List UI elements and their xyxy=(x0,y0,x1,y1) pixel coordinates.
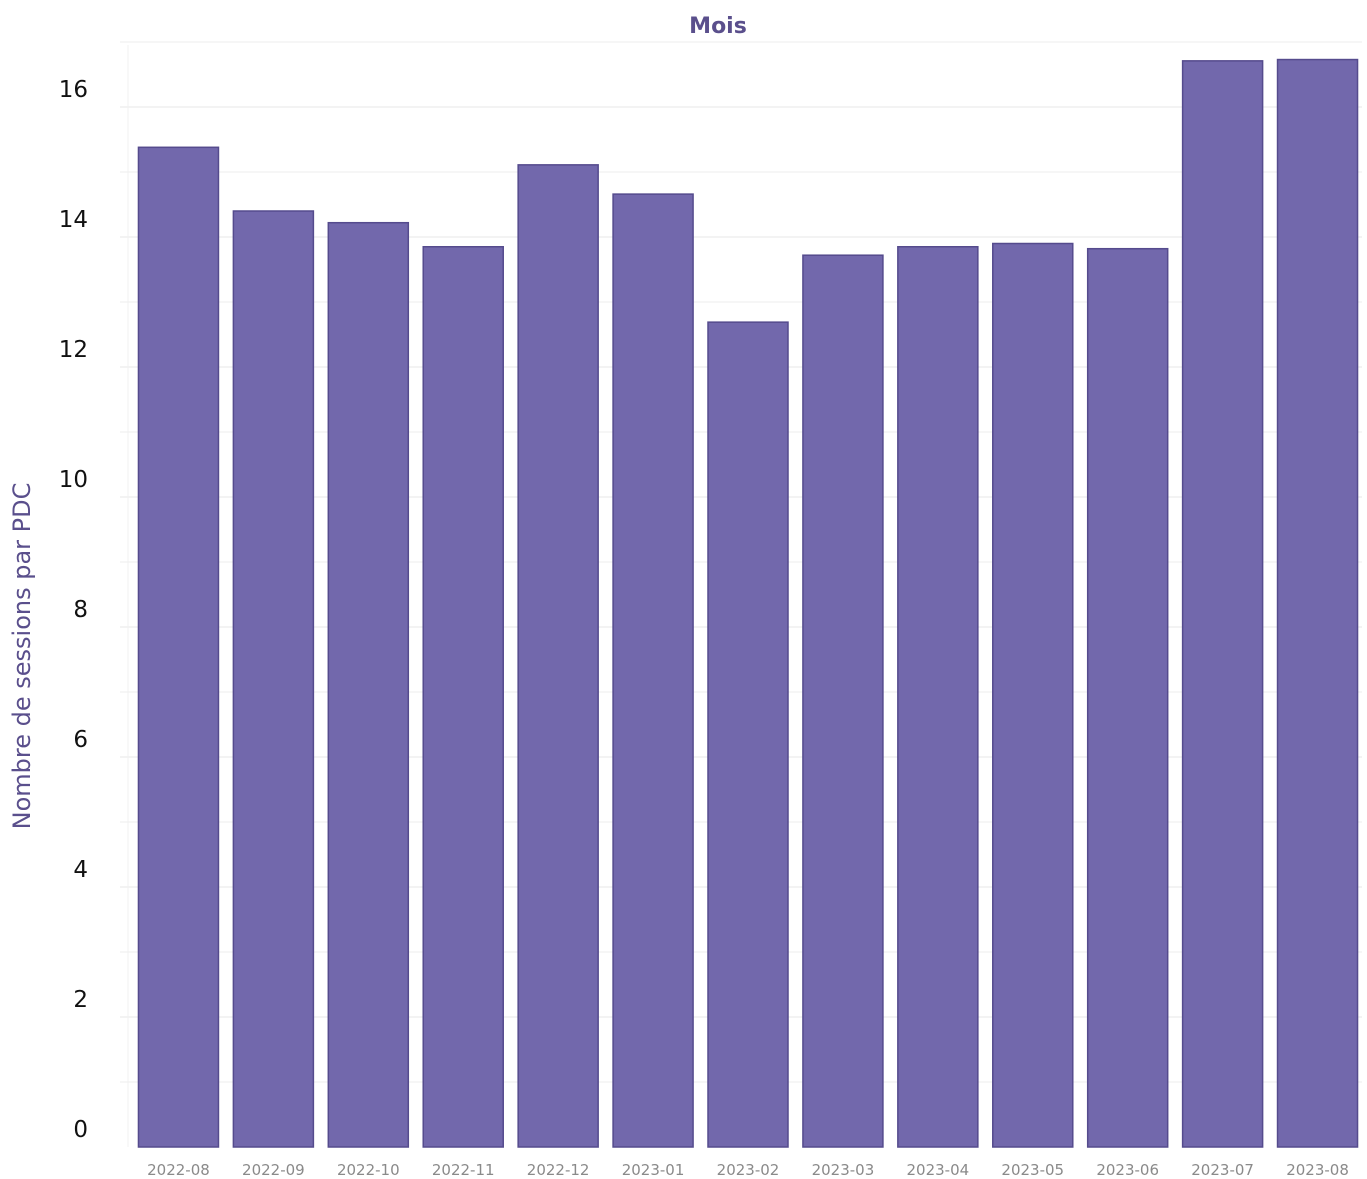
x-tick-label: 2023-05 xyxy=(1001,1161,1064,1179)
y-tick-label: 2 xyxy=(73,987,88,1013)
bar-2023-02[interactable] xyxy=(707,321,789,1148)
bar-2022-08[interactable] xyxy=(137,146,220,1148)
y-tick-label: 12 xyxy=(59,337,88,363)
bar-2022-11[interactable] xyxy=(422,246,504,1148)
bar-2022-12[interactable] xyxy=(517,164,599,1148)
bar-2023-05[interactable] xyxy=(992,242,1074,1148)
y-tick-label: 8 xyxy=(73,597,88,623)
y-tick-label: 10 xyxy=(59,467,88,493)
bar-2023-07[interactable] xyxy=(1181,60,1264,1148)
bar-2022-10[interactable] xyxy=(327,221,410,1148)
y-axis-ticks: 0 2 4 6 8 10 12 14 16 xyxy=(59,77,88,1143)
bar-2022-09[interactable] xyxy=(232,210,315,1148)
bar-2023-08[interactable] xyxy=(1276,58,1359,1148)
bars xyxy=(137,58,1359,1148)
bar-2023-03[interactable] xyxy=(802,254,884,1148)
x-tick-label: 2023-03 xyxy=(812,1161,875,1179)
x-axis-title: Mois xyxy=(689,14,747,39)
x-tick-label: 2023-08 xyxy=(1286,1161,1349,1179)
x-tick-label: 2022-12 xyxy=(527,1161,590,1179)
x-tick-label: 2023-01 xyxy=(622,1161,685,1179)
bar-2023-01[interactable] xyxy=(612,193,694,1148)
x-tick-label: 2023-06 xyxy=(1096,1161,1159,1179)
x-axis-ticks: 2022-08 2022-09 2022-10 2022-11 2022-12 2023-… xyxy=(147,1161,1349,1179)
y-tick-label: 0 xyxy=(73,1117,88,1143)
bar-2023-04[interactable] xyxy=(897,246,979,1148)
y-tick-label: 4 xyxy=(73,857,88,883)
x-tick-label: 2022-11 xyxy=(432,1161,495,1179)
x-tick-label: 2023-04 xyxy=(907,1161,970,1179)
x-tick-label: 2022-08 xyxy=(147,1161,210,1179)
y-tick-label: 6 xyxy=(73,727,88,753)
bar-2023-06[interactable] xyxy=(1086,247,1169,1148)
x-tick-label: 2022-09 xyxy=(242,1161,305,1179)
x-tick-label: 2022-10 xyxy=(337,1161,400,1179)
y-tick-label: 16 xyxy=(59,77,88,103)
x-tick-label: 2023-07 xyxy=(1191,1161,1254,1179)
y-tick-label: 14 xyxy=(59,207,88,233)
x-tick-label: 2023-02 xyxy=(717,1161,780,1179)
y-axis-title: Nombre de sessions par PDC xyxy=(8,483,36,830)
